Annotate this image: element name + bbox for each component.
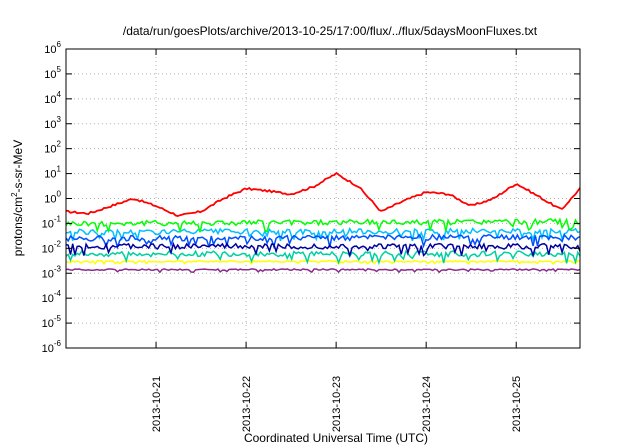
x-tick-label: 2013-10-24 — [421, 376, 433, 432]
y-tick-label: 10-6 — [42, 339, 62, 355]
grid-lines — [66, 49, 580, 348]
series-line — [65, 227, 581, 243]
y-tick-label: 106 — [44, 40, 61, 56]
x-axis: 2013-10-21 2013-10-22 2013-10-23 2013-10-24… — [151, 49, 523, 432]
y-tick-label: 10-2 — [42, 239, 62, 255]
y-tick-label: 102 — [44, 140, 61, 156]
series-line — [65, 268, 581, 274]
y-tick-label: 100 — [44, 190, 61, 206]
series-line — [65, 259, 581, 266]
y-axis-label-sup: 2 — [10, 192, 19, 197]
x-tick-label: 2013-10-22 — [241, 376, 253, 432]
x-tick-label: 2013-10-23 — [331, 376, 343, 432]
y-axis: 10-6 10-5 10-4 10-3 10-2 10-1 100 101 102 103 104 1… — [42, 40, 580, 355]
x-tick-label: 2013-10-21 — [151, 376, 163, 432]
series-line — [65, 217, 581, 234]
y-axis-label-prefix: protons/cm — [11, 197, 25, 256]
series-line — [65, 241, 581, 259]
series-line — [65, 171, 581, 218]
y-axis-label: protons/cm2-s-sr-MeV — [10, 140, 25, 256]
series-line — [65, 233, 581, 250]
x-tick-label: 2013-10-25 — [511, 376, 523, 432]
y-tick-label: 104 — [44, 90, 61, 106]
chart-title: /data/run/goesPlots/archive/2013-10-25/1… — [123, 24, 538, 38]
y-tick-label: 105 — [44, 65, 61, 81]
x-axis-label: Coordinated Universal Time (UTC) — [244, 431, 428, 445]
y-tick-label: 10-3 — [42, 264, 62, 280]
y-tick-label: 103 — [44, 115, 61, 131]
series-line — [65, 249, 581, 266]
y-tick-label: 10-1 — [42, 214, 62, 230]
y-tick-label: 101 — [44, 165, 61, 181]
y-tick-label: 10-5 — [42, 314, 62, 330]
series-layer — [65, 171, 581, 274]
y-tick-label: 10-4 — [42, 289, 62, 305]
y-axis-label-suffix: -s-sr-MeV — [11, 140, 25, 193]
